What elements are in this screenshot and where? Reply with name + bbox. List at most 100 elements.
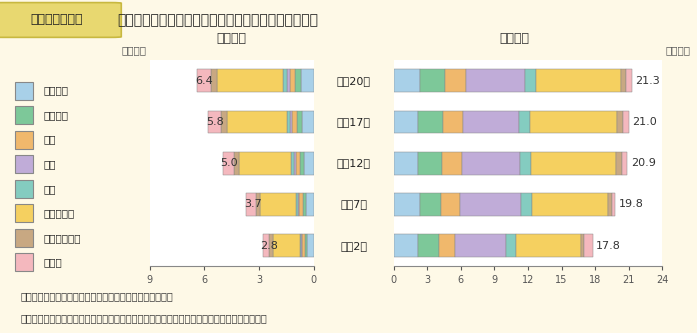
Bar [394, 234, 418, 257]
Bar [516, 234, 581, 257]
Bar [520, 152, 531, 174]
Bar [460, 193, 521, 216]
Bar [290, 69, 295, 92]
Bar [290, 111, 292, 133]
Bar [296, 152, 300, 174]
Bar [618, 111, 623, 133]
Text: 平成17年: 平成17年 [337, 117, 371, 127]
Text: 3.7: 3.7 [244, 199, 262, 209]
Text: 理学: 理学 [44, 135, 56, 145]
Bar [394, 69, 420, 92]
Bar [455, 234, 505, 257]
Bar [304, 152, 314, 174]
Bar [292, 111, 297, 133]
Bar [210, 69, 217, 92]
Text: 6.4: 6.4 [195, 76, 213, 86]
Bar [420, 193, 441, 216]
Text: 2.8: 2.8 [261, 241, 278, 251]
Text: 平成20年: 平成20年 [337, 76, 371, 86]
Text: 平成7年: 平成7年 [340, 199, 367, 209]
Bar [234, 152, 239, 174]
Bar [222, 152, 234, 174]
Text: （備考）１．総務省「科学技術研究調査報告」より作成。: （備考）１．総務省「科学技術研究調査報告」より作成。 [21, 291, 174, 301]
Bar [284, 69, 287, 92]
Bar [286, 111, 290, 133]
Text: 農学: 農学 [44, 184, 56, 194]
Bar [246, 193, 256, 216]
Bar [302, 234, 305, 257]
Bar [227, 111, 286, 133]
Bar [270, 234, 273, 257]
Text: 専攻分野別にみた大学等の研究本務者の推移（性別）: 専攻分野別にみた大学等の研究本務者の推移（性別） [117, 13, 318, 27]
Text: 人文科学: 人文科学 [44, 86, 69, 96]
Bar [15, 253, 33, 271]
Text: 20.9: 20.9 [631, 158, 656, 168]
Bar [438, 234, 455, 257]
Text: 〈女性〉: 〈女性〉 [217, 32, 247, 45]
Bar [621, 69, 627, 92]
Bar [300, 193, 302, 216]
Bar [260, 193, 296, 216]
Bar [291, 152, 294, 174]
Bar [505, 234, 516, 257]
Bar [15, 204, 33, 222]
Text: 17.8: 17.8 [596, 241, 621, 251]
Text: ２．大学等：大学、短大、高等専門学校、大学附属研究所、大学共同利用機関など。: ２．大学等：大学、短大、高等専門学校、大学附属研究所、大学共同利用機関など。 [21, 313, 268, 323]
Bar [287, 69, 290, 92]
Bar [533, 193, 608, 216]
Bar [418, 234, 438, 257]
Bar [15, 229, 33, 247]
Bar [208, 111, 221, 133]
Bar [445, 69, 466, 92]
Bar [294, 152, 296, 174]
Bar [300, 69, 314, 92]
Bar [295, 69, 300, 92]
Bar [441, 193, 460, 216]
Bar [263, 234, 270, 257]
Bar [519, 111, 530, 133]
FancyBboxPatch shape [0, 3, 121, 37]
Text: 5.8: 5.8 [206, 117, 224, 127]
Bar [463, 111, 519, 133]
Bar [462, 152, 520, 174]
Bar [608, 193, 613, 216]
Bar [536, 69, 621, 92]
Bar [443, 111, 463, 133]
Bar [394, 152, 418, 174]
Text: 〈男性〉: 〈男性〉 [500, 32, 530, 45]
Bar [585, 234, 593, 257]
Bar [622, 152, 627, 174]
Bar [394, 111, 418, 133]
Bar [420, 69, 445, 92]
Bar [581, 234, 585, 257]
Text: 19.8: 19.8 [618, 199, 643, 209]
Bar [627, 69, 632, 92]
Bar [525, 69, 536, 92]
Bar [613, 193, 615, 216]
Bar [305, 234, 307, 257]
Bar [302, 193, 306, 216]
Text: （万人）: （万人） [121, 45, 146, 55]
Bar [466, 69, 525, 92]
Bar [302, 111, 314, 133]
Bar [15, 180, 33, 198]
Bar [15, 131, 33, 149]
Bar [300, 234, 302, 257]
Bar [306, 193, 314, 216]
Text: 平成12年: 平成12年 [337, 158, 371, 168]
Bar [296, 193, 298, 216]
Text: 第１－７－９図: 第１－７－９図 [31, 13, 83, 27]
Bar [298, 193, 300, 216]
Bar [15, 155, 33, 173]
Bar [15, 82, 33, 100]
Text: （万人）: （万人） [666, 45, 691, 55]
Bar [531, 152, 616, 174]
Bar [530, 111, 618, 133]
Bar [297, 111, 302, 133]
Bar [300, 152, 304, 174]
Text: 21.3: 21.3 [636, 76, 660, 86]
Text: 21.0: 21.0 [632, 117, 657, 127]
Bar [442, 152, 462, 174]
Bar [273, 234, 300, 257]
Bar [307, 234, 314, 257]
